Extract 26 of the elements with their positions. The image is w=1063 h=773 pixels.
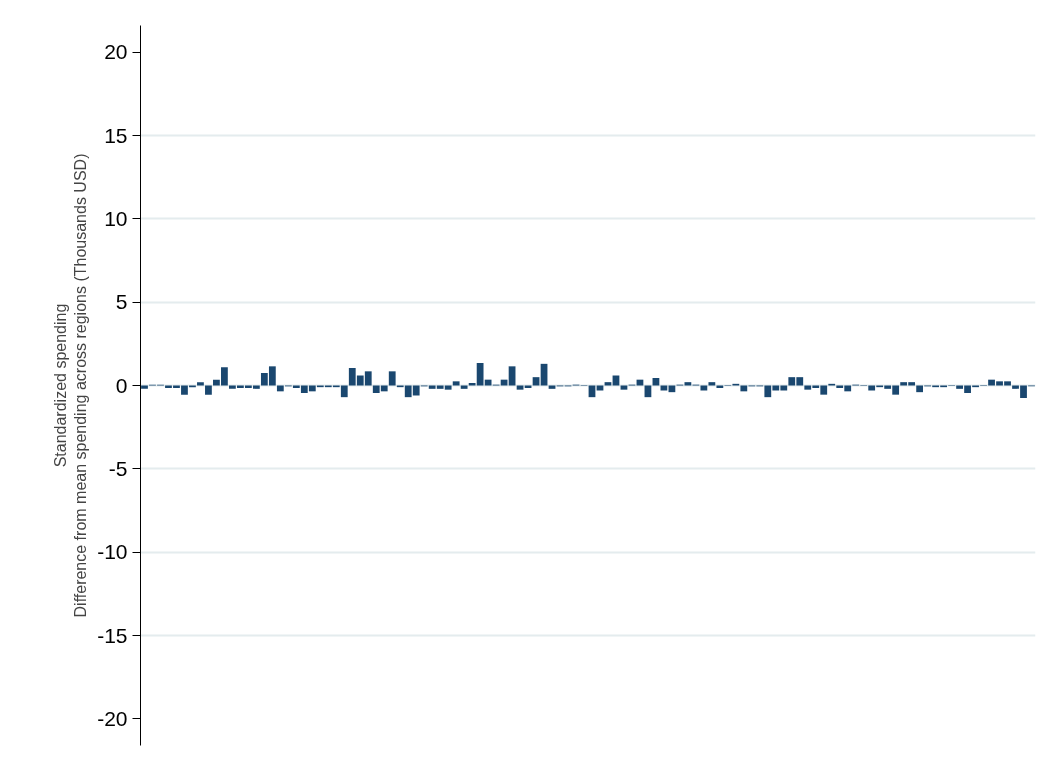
y-tick-label: -20	[97, 706, 128, 730]
y-tick-label: -5	[108, 456, 128, 480]
bar	[500, 379, 508, 386]
y-axis-title: Standardized spending Difference from mean spending across regions (Thousands USD)	[51, 153, 90, 618]
bar	[708, 382, 716, 386]
bar	[388, 371, 396, 386]
bar	[508, 366, 516, 386]
bar	[532, 377, 540, 386]
bar	[700, 385, 708, 391]
bar	[197, 382, 204, 386]
bar	[636, 379, 644, 386]
bar	[916, 385, 924, 393]
bar	[652, 378, 660, 386]
y-tick-label: -10	[97, 540, 128, 564]
y-tick-label: 20	[104, 40, 128, 64]
bar	[452, 381, 460, 386]
bar	[604, 382, 612, 386]
y-tick-label: 15	[104, 123, 128, 147]
bar	[460, 385, 468, 389]
y-tick-label: 0	[115, 373, 128, 397]
bar	[540, 363, 548, 386]
y-tick-label: 10	[104, 206, 128, 230]
y-tick-label: 5	[115, 290, 128, 314]
y-tick-label: -15	[97, 623, 128, 647]
bar	[141, 385, 148, 389]
bar	[205, 385, 212, 395]
